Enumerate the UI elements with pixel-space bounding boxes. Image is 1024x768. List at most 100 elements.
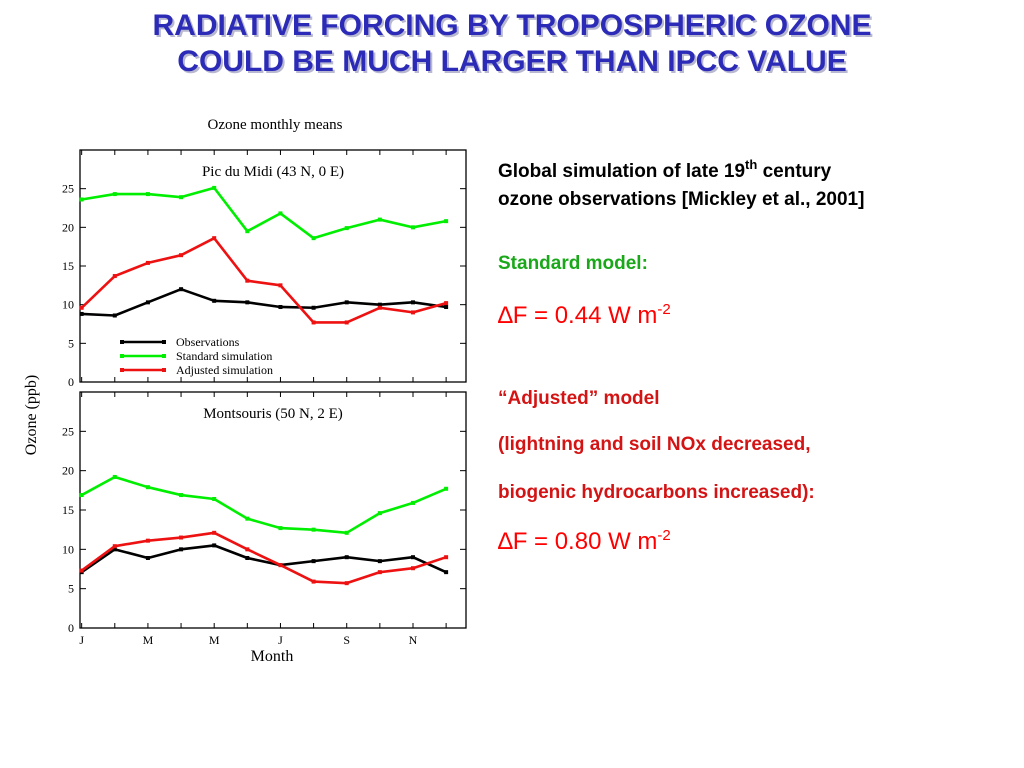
data-point-adjusted <box>410 566 415 571</box>
data-point-adjusted <box>79 305 84 310</box>
adjusted-delta-symbol: ∆ <box>498 528 513 555</box>
data-point-observations <box>212 543 217 548</box>
panel-2: 0 5 10 15 20 25 J M M J S N Montsouris (50 N, 2 E) <box>62 391 467 647</box>
data-point-adjusted <box>145 538 150 543</box>
adjusted-model-detail-1: (lightning and soil NOx decreased, <box>498 434 811 455</box>
data-point-adjusted <box>377 305 382 310</box>
legend-marker-observations <box>162 340 166 344</box>
data-point-standard <box>79 493 84 498</box>
data-point-observations <box>377 302 382 307</box>
legend-marker-standard <box>120 354 124 358</box>
data-point-standard <box>179 493 184 498</box>
legend-label-adjusted: Adjusted simulation <box>176 363 273 377</box>
chart-title: Ozone monthly means <box>208 117 343 133</box>
y-tick-label: 10 <box>62 542 74 556</box>
data-point-standard <box>444 219 449 224</box>
series-line-observations <box>80 544 447 574</box>
data-point-standard <box>179 195 184 200</box>
x-tick-label: M <box>209 633 220 647</box>
data-point-adjusted <box>410 310 415 315</box>
data-point-observations <box>112 547 117 552</box>
data-point-adjusted <box>377 570 382 575</box>
data-point-adjusted <box>444 301 449 306</box>
data-point-adjusted <box>212 236 217 241</box>
adjusted-formula-exponent: -2 <box>657 527 671 544</box>
panels-layer: 0 5 10 15 20 25 Pic du Midi (43 N, 0 E) Observa… <box>62 149 467 647</box>
data-point-adjusted <box>112 544 117 549</box>
data-point-observations <box>278 304 283 309</box>
data-point-observations <box>344 300 349 305</box>
slide-title-line-2: COULD BE MUCH LARGER THAN IPCC VALUE <box>177 45 847 78</box>
legend-marker-adjusted <box>162 368 166 372</box>
series-line-adjusted <box>80 531 447 585</box>
data-point-adjusted <box>112 274 117 279</box>
data-point-observations <box>245 300 250 305</box>
data-point-adjusted <box>278 283 283 288</box>
data-point-adjusted <box>311 320 316 325</box>
data-point-standard <box>444 486 449 491</box>
y-tick-label: 25 <box>62 182 74 196</box>
y-tick-label: 10 <box>62 298 74 312</box>
legend-marker-standard <box>162 354 166 358</box>
intro-citation: ozone observations [Mickley et al., 2001… <box>498 189 865 210</box>
data-point-adjusted <box>344 581 349 586</box>
data-point-adjusted <box>245 278 250 283</box>
series-line-adjusted <box>80 236 447 324</box>
legend-label-standard: Standard simulation <box>176 349 272 363</box>
data-point-standard <box>145 192 150 197</box>
data-point-observations <box>344 555 349 560</box>
legend-marker-observations <box>120 340 124 344</box>
legend-label-observations: Observations <box>176 335 240 349</box>
data-point-observations <box>79 311 84 316</box>
panel-title: Pic du Midi (43 N, 0 E) <box>202 164 344 180</box>
data-point-standard <box>410 500 415 505</box>
data-point-adjusted <box>311 579 316 584</box>
data-point-standard <box>311 236 316 241</box>
data-point-observations <box>377 559 382 564</box>
data-point-standard <box>79 197 84 202</box>
data-point-adjusted <box>179 535 184 540</box>
data-point-adjusted <box>278 563 283 568</box>
x-tick-label: J <box>278 633 283 647</box>
data-point-standard <box>377 511 382 516</box>
x-tick-label: M <box>143 633 154 647</box>
data-point-standard <box>212 496 217 501</box>
data-point-standard <box>311 527 316 532</box>
adjusted-formula-text: F = 0.80 W m <box>512 528 658 555</box>
ozone-chart-figure: Ozone monthly means Ozone (ppb) Month 0 5… <box>20 105 480 670</box>
y-tick-label: 5 <box>68 582 74 596</box>
intro-superscript: th <box>745 157 758 172</box>
series-line-standard <box>81 186 447 240</box>
data-point-standard <box>245 516 250 521</box>
data-point-adjusted <box>212 530 217 535</box>
panel-frame <box>79 391 467 629</box>
data-point-adjusted <box>79 568 84 573</box>
panel-title: Montsouris (50 N, 2 E) <box>203 406 343 422</box>
adjusted-model-detail-2: biogenic hydrocarbons increased): <box>498 482 815 503</box>
data-point-standard <box>344 226 349 231</box>
simulation-description: Global simulation of late 19th century o… <box>498 158 864 214</box>
slide-title-line-1: RADIATIVE FORCING BY TROPOSPHERIC OZONE <box>152 9 872 42</box>
legend-marker-adjusted <box>120 368 124 372</box>
data-point-adjusted <box>245 547 250 552</box>
data-point-observations <box>179 287 184 292</box>
intro-text-b: century <box>757 161 832 182</box>
data-point-standard <box>278 526 283 531</box>
standard-formula-text: F = 0.44 W m <box>512 302 658 329</box>
data-point-observations <box>179 547 184 552</box>
data-point-observations <box>145 555 150 560</box>
y-tick-label: 0 <box>68 621 74 635</box>
slide-title: RADIATIVE FORCING BY TROPOSPHERIC OZONE … <box>40 8 984 80</box>
y-tick-label: 15 <box>62 259 74 273</box>
data-point-standard <box>212 185 217 190</box>
standard-formula-exponent: -2 <box>657 301 671 318</box>
data-point-adjusted <box>444 555 449 560</box>
x-tick-label: J <box>79 633 84 647</box>
data-point-adjusted <box>179 253 184 258</box>
standard-forcing-formula: ∆F = 0.44 W m-2 <box>498 302 671 330</box>
x-tick-label: N <box>409 633 418 647</box>
data-point-adjusted <box>145 260 150 265</box>
y-tick-label: 0 <box>68 375 74 389</box>
data-point-standard <box>278 211 283 216</box>
